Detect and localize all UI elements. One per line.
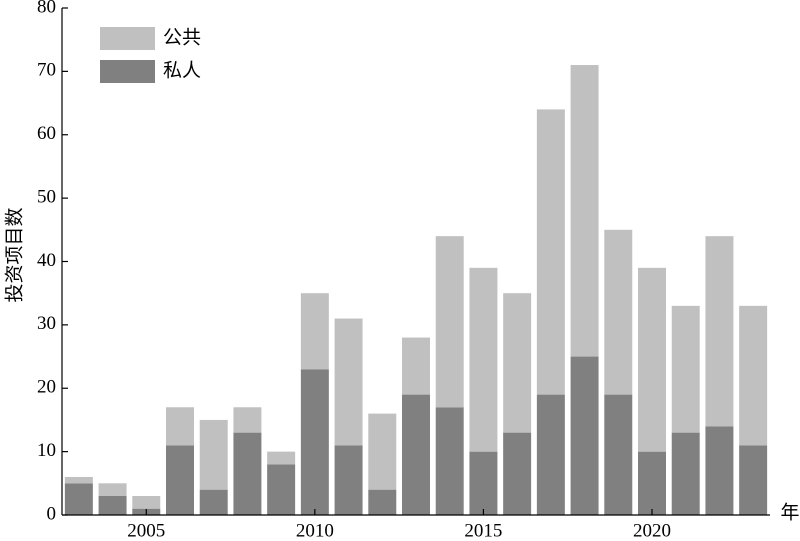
- bar-segment: [705, 426, 734, 515]
- bar-segment: [435, 407, 464, 515]
- bar-segment: [503, 432, 532, 515]
- bar-segment: [64, 476, 93, 484]
- y-tick-label: 20: [37, 377, 56, 398]
- legend-label: 私人: [163, 59, 201, 81]
- y-tick-label: 0: [47, 503, 57, 524]
- bar-segment: [334, 318, 363, 446]
- bar-segment: [368, 489, 397, 515]
- bar-segment: [671, 305, 700, 433]
- y-tick-label: 60: [37, 123, 56, 144]
- x-tick-label: 2020: [633, 520, 671, 541]
- bar-segment: [536, 109, 565, 395]
- y-tick-label: 30: [37, 313, 56, 334]
- bar-segment: [199, 489, 228, 515]
- bar-segment: [233, 432, 262, 515]
- y-tick-label: 40: [37, 250, 56, 271]
- bar-segment: [368, 413, 397, 490]
- bar-segment: [300, 293, 329, 370]
- bar-segment: [166, 445, 194, 515]
- bar-segment: [199, 419, 228, 490]
- bar-segment: [739, 445, 768, 515]
- bar-segment: [536, 394, 565, 515]
- bar-segment: [570, 356, 599, 515]
- bar-segment: [503, 293, 532, 433]
- bar-segment: [671, 432, 700, 515]
- bar-segment: [604, 229, 633, 395]
- y-tick-label: 10: [37, 440, 56, 461]
- x-tick-label: 2015: [464, 520, 502, 541]
- y-tick-label: 70: [37, 60, 56, 81]
- bar-segment: [402, 394, 430, 515]
- y-axis-label: 投资项目数: [3, 207, 25, 302]
- bar-segment: [98, 495, 127, 515]
- bar-segment: [267, 464, 296, 515]
- bar-segment: [705, 236, 734, 427]
- legend-label: 公共: [163, 26, 201, 48]
- legend-swatch: [100, 60, 155, 83]
- bar-segment: [570, 65, 599, 357]
- x-tick-label: 2010: [296, 520, 334, 541]
- bar-segment: [469, 267, 498, 452]
- x-axis-label: 年: [780, 501, 799, 523]
- bar-segment: [166, 407, 194, 446]
- bar-segment: [233, 407, 262, 433]
- y-tick-label: 50: [37, 186, 56, 207]
- bar-segment: [98, 483, 127, 496]
- legend-swatch: [100, 27, 155, 50]
- x-tick-label: 2005: [127, 520, 165, 541]
- bar-segment: [435, 236, 464, 408]
- y-tick-label: 80: [37, 0, 56, 17]
- bar-segment: [638, 451, 666, 515]
- bar-segment: [739, 305, 768, 446]
- bar-segment: [469, 451, 498, 515]
- bar-segment: [638, 267, 666, 452]
- bar-segment: [267, 451, 296, 465]
- bar-segment: [300, 369, 329, 515]
- bar-segment: [604, 394, 633, 515]
- bar-segment: [64, 483, 93, 515]
- bar-segment: [334, 445, 363, 515]
- bar-segment: [132, 495, 161, 509]
- bar-segment: [402, 337, 430, 395]
